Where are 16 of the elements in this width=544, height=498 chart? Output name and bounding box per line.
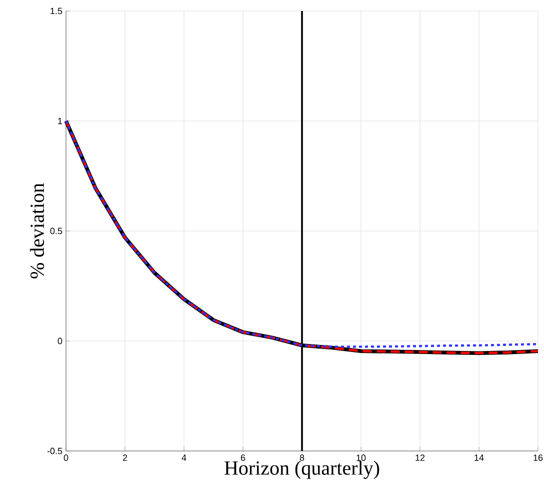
x-tick-label: 8: [300, 454, 304, 461]
y-axis-title: % deviation: [30, 183, 44, 278]
x-tick-label: 10: [356, 454, 366, 461]
x-tick-label: 14: [474, 454, 484, 461]
x-tick-label: 16: [534, 454, 543, 461]
x-axis-title: Horizon (quarterly): [224, 460, 380, 479]
y-tick-label: -0.5: [47, 448, 62, 454]
y-tick-label: 0: [58, 338, 62, 344]
y-tick-label: 1.5: [50, 8, 62, 14]
x-tick-label: 6: [240, 454, 246, 461]
x-tick-label: 4: [182, 454, 186, 461]
x-tick-label: 12: [416, 454, 425, 461]
y-tick-label: 1: [58, 118, 62, 124]
x-tick-label: 0: [64, 454, 68, 461]
y-tick-label: 0.5: [50, 228, 62, 234]
x-tick-label: 2: [122, 454, 128, 461]
